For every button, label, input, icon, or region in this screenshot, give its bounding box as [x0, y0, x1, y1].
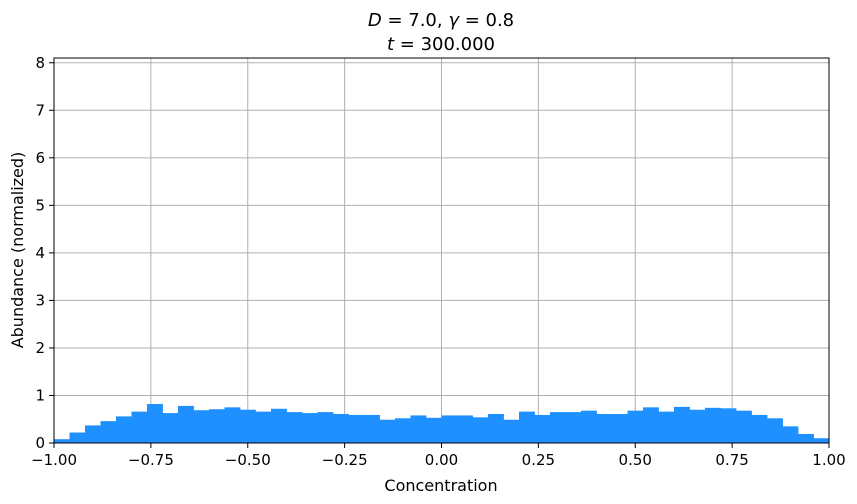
title-var-t: t — [387, 34, 395, 55]
histogram-bar-40 — [674, 406, 690, 443]
histogram-bar-24 — [426, 417, 442, 443]
x-tick-label-2: −0.50 — [225, 451, 271, 469]
x-tick-label-4: 0.00 — [425, 451, 458, 469]
histogram-bar-31 — [534, 414, 551, 443]
title-eq-t: = 300.000 — [394, 34, 495, 55]
histogram-bar-44 — [736, 410, 752, 443]
histogram-bar-39 — [658, 411, 675, 443]
histogram-bar-18 — [333, 414, 349, 443]
histogram-bar-20 — [364, 414, 380, 443]
x-tick-label-3: −0.25 — [322, 451, 368, 469]
y-tick-label-4: 4 — [35, 244, 45, 262]
histogram-bar-30 — [519, 411, 535, 443]
histogram-bar-33 — [565, 412, 582, 443]
title-var-d: D — [368, 10, 382, 31]
histogram-bar-7 — [162, 413, 179, 443]
title-var-gamma: γ — [448, 10, 460, 31]
histogram-bar-23 — [410, 415, 427, 443]
histogram-bar-0 — [54, 439, 70, 443]
histogram-bar-37 — [627, 410, 644, 443]
histogram-bar-45 — [751, 414, 768, 443]
y-tick-label-6: 6 — [35, 149, 45, 167]
histogram-bar-22 — [395, 418, 411, 443]
histogram-bar-10 — [209, 409, 225, 443]
x-tick-label-8: 1.00 — [812, 451, 845, 469]
x-tick-label-6: 0.50 — [619, 451, 652, 469]
y-axis-ticks: 0 1 2 3 4 5 6 7 8 — [35, 54, 54, 452]
y-tick-label-2: 2 — [35, 339, 45, 357]
histogram-bar-27 — [472, 417, 489, 443]
x-axis-ticks: −1.00 −0.75 −0.50 −0.25 0.00 0.25 0.50 0.75 1.00 — [31, 443, 846, 469]
histogram-bar-5 — [131, 411, 148, 443]
x-tick-label-7: 0.75 — [715, 451, 748, 469]
histogram-bar-46 — [767, 418, 783, 443]
y-tick-label-1: 1 — [35, 386, 45, 404]
histogram-bar-47 — [782, 426, 799, 443]
y-tick-label-3: 3 — [35, 291, 45, 309]
x-axis-label: Concentration — [384, 476, 497, 495]
title-eq-gamma: = 0.8 — [459, 10, 514, 31]
histogram-bar-9 — [193, 410, 210, 443]
y-axis-label: Abundance (normalized) — [8, 152, 27, 349]
y-tick-label-0: 0 — [35, 434, 45, 452]
histogram-bar-43 — [720, 408, 737, 443]
histogram-bar-11 — [224, 407, 241, 443]
histogram-bar-28 — [488, 414, 504, 443]
chart-title-line-2: t = 300.000 — [387, 34, 495, 55]
histogram-bars — [54, 404, 830, 443]
y-tick-label-7: 7 — [35, 101, 45, 119]
histogram-bar-19 — [348, 414, 365, 443]
histogram-bar-29 — [503, 419, 520, 443]
histogram-bar-16 — [302, 413, 318, 443]
histogram-bar-6 — [147, 404, 163, 443]
x-tick-label-1: −0.75 — [128, 451, 174, 469]
chart-title-line-1: D = 7.0, γ = 0.8 — [368, 10, 514, 31]
histogram-bar-32 — [550, 412, 566, 443]
histogram-bar-14 — [271, 408, 287, 443]
histogram-bar-21 — [379, 419, 396, 443]
histogram-bar-34 — [581, 410, 597, 443]
histogram-bar-48 — [798, 433, 814, 443]
title-eq-d: = 7.0, — [382, 10, 449, 31]
histogram-bar-25 — [441, 415, 458, 443]
histogram-bar-12 — [240, 409, 256, 443]
x-tick-label-5: 0.25 — [522, 451, 555, 469]
histogram-bar-38 — [643, 407, 659, 443]
histogram-bar-36 — [612, 414, 628, 443]
histogram-bar-35 — [596, 414, 613, 443]
histogram-bar-8 — [178, 405, 194, 443]
histogram-bar-2 — [85, 425, 101, 443]
histogram-bar-17 — [317, 412, 334, 443]
histogram-bar-49 — [813, 438, 830, 443]
histogram-bar-15 — [286, 412, 303, 443]
histogram-bar-42 — [705, 407, 721, 443]
x-tick-label-0: −1.00 — [31, 451, 77, 469]
grid-lines — [53, 58, 830, 444]
histogram-bar-13 — [255, 411, 272, 443]
histogram-bar-1 — [69, 432, 86, 443]
histogram-bar-3 — [100, 421, 117, 443]
y-tick-label-5: 5 — [35, 196, 45, 214]
histogram-bar-4 — [116, 416, 132, 443]
histogram-bar-41 — [689, 409, 706, 443]
y-tick-label-8: 8 — [35, 54, 45, 72]
histogram-bar-26 — [457, 415, 473, 443]
